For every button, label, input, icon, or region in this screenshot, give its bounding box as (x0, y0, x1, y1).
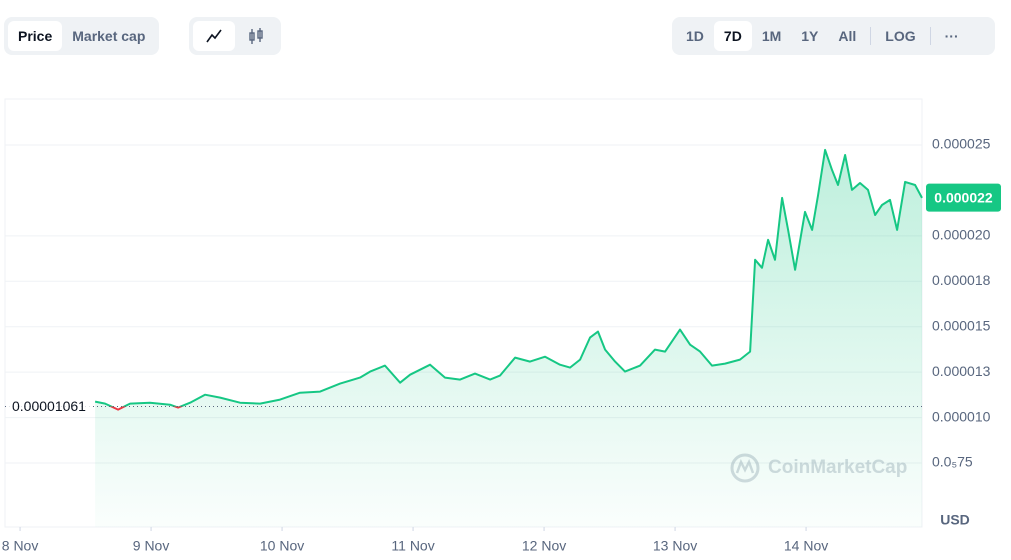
separator (870, 27, 872, 45)
x-tick-label: 11 Nov (391, 538, 434, 554)
plot-frame (4, 98, 923, 528)
log-button[interactable]: LOG (885, 28, 916, 44)
range-button[interactable]: 1M (761, 28, 782, 44)
price-area (95, 149, 923, 527)
watermark-logo (730, 453, 760, 483)
x-tick-label: 13 Nov (653, 538, 697, 554)
chart-style-toggle (189, 17, 281, 55)
y-tick-label: 0.000020 (932, 227, 991, 243)
candle-chart-button[interactable] (235, 21, 277, 51)
x-tick-label: 10 Nov (260, 538, 304, 554)
x-tick-label: 14 Nov (784, 538, 828, 554)
y-tick-label: 0.000010 (932, 408, 991, 424)
line-chart-button[interactable] (193, 21, 235, 51)
x-tick-label: 9 Nov (133, 538, 170, 554)
price-line (94, 148, 923, 411)
separator (929, 27, 931, 45)
last-price-label: 0.000022 (934, 189, 993, 205)
x-tick-label: 12 Nov (522, 538, 566, 554)
reference-label-bg (8, 397, 92, 416)
y-tick-label: 0.000025 (932, 136, 991, 152)
range-button[interactable]: 7D (713, 21, 752, 51)
range-button[interactable]: 1Y (801, 28, 819, 44)
range-button[interactable]: All (838, 28, 857, 44)
price-button[interactable]: Price (8, 21, 63, 51)
line-icon (206, 29, 222, 43)
range-toggle: 1D 7D 1M 1Y All LOG ··· (672, 17, 995, 55)
watermark-text: CoinMarketCap (768, 457, 907, 478)
y-tick-label: 0.000013 (932, 363, 991, 379)
market-cap-button[interactable]: Market cap (72, 28, 146, 44)
x-tick-label: 8 Nov (2, 538, 39, 554)
range-button[interactable]: 1D (686, 28, 704, 44)
y-tick-label: 0.000015 (932, 317, 991, 333)
y-tick-label: 0.0₅75 (932, 454, 973, 470)
last-price-badge (926, 183, 1001, 212)
reference-label: 0.00001061 (12, 398, 86, 414)
y-axis-label: USD (940, 512, 970, 528)
watermark: CoinMarketCap (730, 453, 907, 483)
y-tick-label: 0.000018 (932, 272, 991, 288)
candle-icon (249, 28, 263, 44)
more-button[interactable]: ··· (944, 28, 959, 44)
metric-toggle: Price Market cap (4, 17, 160, 55)
watermark-logo (735, 458, 755, 474)
